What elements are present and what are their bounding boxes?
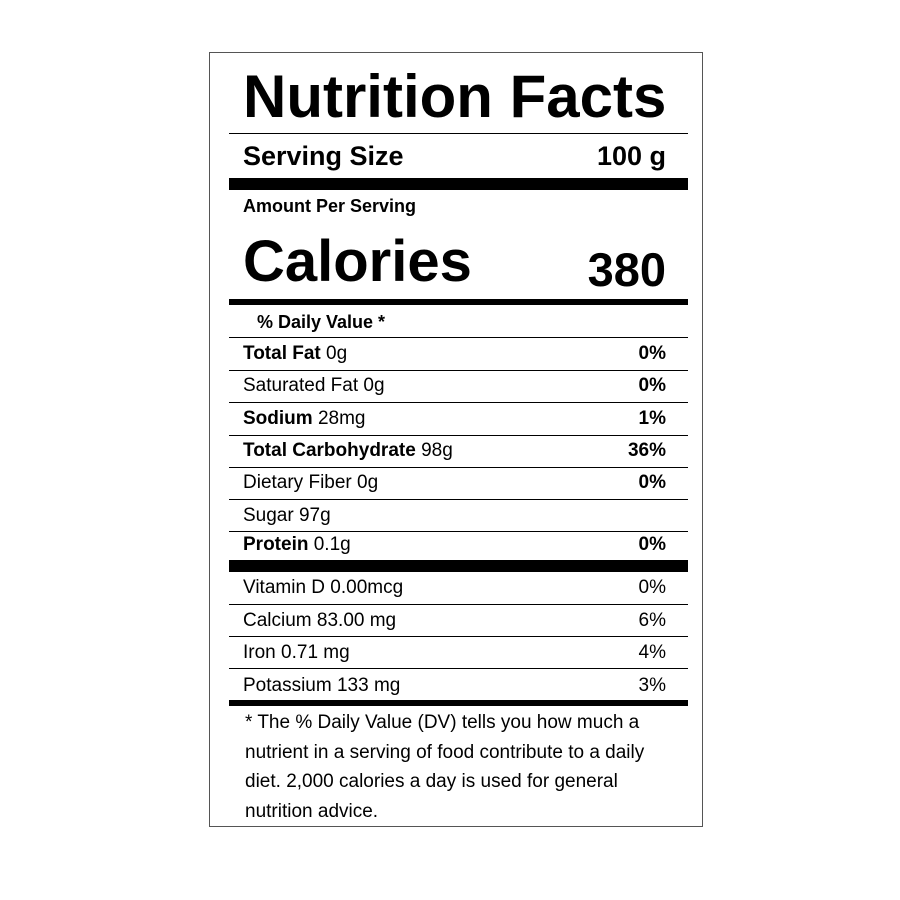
label-title: Nutrition Facts (243, 63, 667, 130)
nutrient-name: Total Fat (243, 343, 321, 364)
divider (229, 531, 688, 532)
divider (229, 668, 688, 669)
serving-size-label: Serving Size (243, 141, 404, 171)
divider (229, 402, 688, 403)
divider (229, 467, 688, 468)
nutrient-amount: 0g (363, 375, 385, 396)
vitamin-name: Calcium (243, 610, 312, 631)
nutrient-row: Total Carbohydrate 98g (243, 440, 453, 462)
thick-divider (229, 178, 688, 190)
vitamin-dv: 3% (638, 675, 666, 696)
daily-value-header: % Daily Value * (257, 312, 386, 332)
vitamin-dv: 4% (638, 642, 666, 663)
nutrient-dv: 1% (638, 408, 666, 429)
vitamin-dv: 0% (638, 577, 666, 598)
vitamin-name: Iron (243, 642, 276, 663)
calories-value: 380 (587, 243, 666, 296)
vitamin-amount: 133 mg (336, 675, 401, 696)
divider (229, 435, 688, 436)
divider (229, 133, 688, 134)
vitamin-amount: 83.00 mg (316, 610, 397, 631)
thick-divider (229, 700, 688, 706)
nutrient-row: Dietary Fiber 0g (243, 472, 378, 494)
nutrient-row: Sodium 28mg (243, 408, 365, 430)
thick-divider (229, 560, 688, 572)
nutrient-dv: 0% (638, 375, 666, 396)
divider (229, 604, 688, 605)
nutrient-amount: 0g (357, 472, 379, 493)
calories-label: Calories (243, 229, 472, 294)
nutrient-name: Sugar (243, 505, 294, 526)
nutrient-row: Saturated Fat 0g (243, 375, 385, 397)
footnote-line: diet. 2,000 calories a day is used for g… (245, 771, 618, 792)
divider (229, 337, 688, 338)
divider (229, 499, 688, 500)
vitamin-amount: 0.71 mg (281, 642, 350, 663)
vitamin-amount: 0.00mcg (330, 577, 404, 598)
nutrient-amount: 97g (298, 505, 331, 526)
footnote-line: * The % Daily Value (DV) tells you how m… (245, 712, 640, 733)
nutrient-amount: 98g (421, 440, 453, 461)
nutrient-name: Total Carbohydrate (243, 440, 416, 461)
nutrient-dv: 0% (638, 472, 666, 493)
nutrient-row: Total Fat 0g (243, 343, 347, 365)
vitamin-dv: 6% (638, 610, 666, 631)
nutrient-row: Sugar 97g (243, 505, 331, 527)
serving-size-value: 100 g (596, 141, 666, 171)
vitamin-row: Calcium 83.00 mg (243, 610, 396, 632)
nutrient-row: Protein 0.1g (243, 534, 351, 556)
vitamin-name: Vitamin D (243, 577, 326, 598)
vitamin-name: Potassium (243, 675, 332, 696)
vitamin-row: Potassium 133 mg (243, 675, 400, 697)
nutrient-amount: 0g (326, 343, 348, 364)
footnote-line: nutrition advice. (245, 800, 379, 822)
nutrient-dv: 36% (627, 440, 666, 461)
nutrient-dv: 0% (638, 343, 666, 364)
nutrition-label (209, 52, 703, 827)
nutrient-name: Sodium (243, 408, 313, 429)
nutrient-amount: 0.1g (313, 534, 351, 555)
divider (229, 636, 688, 637)
vitamin-row: Iron 0.71 mg (243, 642, 350, 664)
nutrient-name: Saturated Fat (243, 375, 359, 396)
nutrient-dv: 0% (638, 534, 666, 555)
divider (229, 370, 688, 371)
nutrient-name: Protein (243, 534, 309, 555)
nutrient-amount: 28mg (317, 408, 366, 429)
vitamin-row: Vitamin D 0.00mcg (243, 577, 403, 599)
footnote-line: nutrient in a serving of food contribute… (245, 741, 645, 763)
nutrient-name: Dietary Fiber (243, 472, 352, 493)
thick-divider (229, 299, 688, 305)
amount-per-serving: Amount Per Serving (243, 196, 417, 216)
